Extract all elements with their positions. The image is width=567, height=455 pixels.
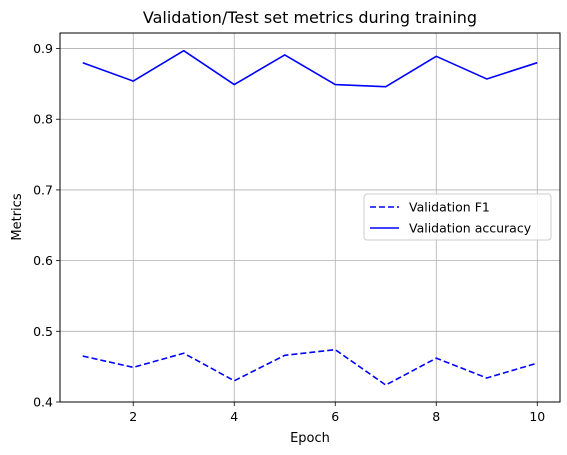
x-tick-label: 6 bbox=[331, 409, 339, 424]
y-tick-label: 0.7 bbox=[33, 182, 53, 197]
y-tick-label: 0.9 bbox=[33, 41, 53, 56]
legend-label: Validation F1 bbox=[409, 200, 490, 215]
y-tick-label: 0.8 bbox=[33, 112, 53, 127]
x-tick-label: 4 bbox=[230, 409, 238, 424]
series-line-validation-f1 bbox=[82, 348, 538, 386]
y-tick-label: 0.4 bbox=[33, 395, 53, 410]
series-line-validation-accuracy bbox=[82, 49, 538, 88]
grid bbox=[60, 33, 560, 403]
y-tick-label: 0.5 bbox=[33, 324, 53, 339]
series-lines bbox=[82, 49, 538, 386]
y-tick-label: 0.6 bbox=[33, 253, 53, 268]
y-axis-label: Metrics bbox=[10, 193, 25, 240]
y-axis-ticks: 0.4 0.5 0.6 0.7 0.8 0.9 bbox=[33, 41, 60, 410]
legend-label: Validation accuracy bbox=[409, 221, 532, 236]
chart-title: Validation/Test set metrics during train… bbox=[143, 8, 477, 27]
x-tick-label: 2 bbox=[129, 409, 137, 424]
plot-frame bbox=[59, 32, 561, 403]
x-tick-label: 8 bbox=[432, 409, 440, 424]
x-axis-ticks: 2 4 6 8 10 bbox=[129, 402, 545, 424]
x-axis-label: Epoch bbox=[290, 431, 330, 446]
legend: Validation F1 Validation accuracy bbox=[363, 193, 552, 241]
x-tick-label: 10 bbox=[529, 409, 545, 424]
legend-box bbox=[363, 193, 552, 241]
